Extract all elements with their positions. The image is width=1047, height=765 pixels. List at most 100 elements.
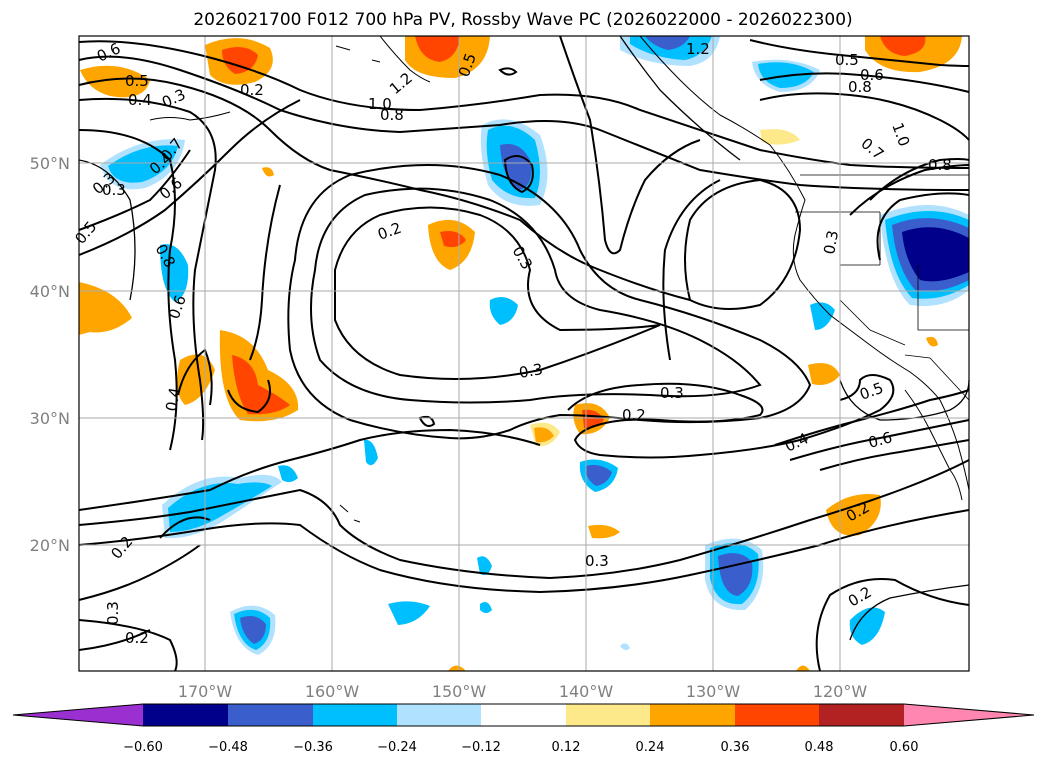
colorbar-segment [481,704,566,726]
negative-anomaly [810,302,835,330]
colorbar-extend-high [904,704,1034,726]
colorbar-segment [313,704,397,726]
contour-line [819,439,970,471]
coastline [379,35,431,83]
contour-line [78,129,178,451]
negative-anomaly [585,464,612,486]
contour-line [78,159,136,301]
contour-line [418,415,436,427]
negative-anomaly [108,145,178,183]
contour-line [310,187,762,404]
colorbar-outline [12,703,1035,727]
contour-label: 0.2 [622,406,646,424]
contour-label: 0.2 [240,81,264,99]
negative-anomaly [160,244,189,302]
positive-anomaly [448,665,466,671]
contour-line [749,39,970,67]
lat-label: 40°N [30,282,70,301]
contour-line [78,509,970,594]
positive-anomaly [534,427,554,443]
colorbar-tick-label: −0.60 [123,740,163,755]
negative-anomaly [388,601,430,625]
colorbar-segment [819,704,904,726]
colorbar: −0.60 −0.48 −0.36 −0.24 −0.12 0.12 0.24 … [12,703,1035,755]
contour-line [78,544,201,601]
contour-line [78,619,178,672]
contour-line [662,179,721,361]
contour-line [759,92,970,141]
contour-line [876,192,970,261]
contour-label: 0.4 [128,91,152,109]
contour-label: 0.6 [860,66,884,84]
positive-anomaly [415,36,460,62]
contour-label: 0.3 [518,360,545,382]
contour-line [78,55,970,191]
coastline [149,111,231,121]
contour-line [249,184,281,361]
contour-line [839,379,970,421]
negative-anomaly [849,607,885,645]
lon-label: 150°W [432,682,487,701]
colorbar-tick-label: −0.36 [293,740,333,755]
positive-anomaly [222,46,258,74]
colorbar-segment [228,704,313,726]
contour-line [619,35,741,161]
negative-anomaly [500,144,532,190]
colorbar-segment [650,704,735,726]
positive-anomaly [808,362,840,385]
gridlines [79,36,969,671]
positive-anomaly [232,355,290,415]
contour-label: 0.5 [125,72,149,90]
contour-line [789,419,970,461]
colorbar-tick-label: 0.36 [721,740,750,755]
coastline [904,389,963,501]
lon-label: 170°W [178,682,233,701]
positive-anomaly [80,65,150,98]
contour-line [227,379,271,414]
negative-anomaly [278,465,298,483]
figure-title: 2026021700 F012 700 hPa PV, Rossby Wave … [193,10,852,30]
contour-line [78,99,301,256]
colorbar-segment [735,704,819,726]
negative-anomaly [902,227,969,282]
lon-label: 120°W [813,682,868,701]
colorbar-tick-label: −0.48 [208,740,248,755]
colorbar-segment [397,704,481,726]
contour-label: 0.5 [835,51,859,69]
contour-line [849,164,970,216]
contour-line [78,428,541,511]
positive-anomaly [926,336,938,347]
contour-label: 1.0 [368,95,392,113]
contour-label: 0.3 [585,552,609,570]
contour-label: 0.6 [866,428,894,452]
border-line [904,354,970,401]
colorbar-tick-label: 0.12 [552,740,581,755]
shading-layer [79,36,969,671]
coastline [335,45,381,523]
lon-label: 130°W [686,682,741,701]
lon-labels: 170°W 160°W 150°W 140°W 130°W 120°W [178,682,868,701]
positive-anomaly [588,524,620,539]
contour-line [815,578,970,672]
colorbar-ticks: −0.60 −0.48 −0.36 −0.24 −0.12 0.12 0.24 … [123,740,918,755]
contour-line [287,164,812,440]
colorbar-segment [566,704,650,726]
border-line [917,265,969,331]
negative-anomaly [364,439,378,466]
contour-line [567,374,895,459]
contour-line [684,178,802,310]
contour-line [78,97,217,441]
contour-label: 0.4 [162,386,184,413]
lon-label: 160°W [305,682,360,701]
negative-anomaly [477,556,492,575]
negative-anomaly [489,296,518,325]
contour-lines [78,35,970,672]
contour-label: 0.8 [928,156,952,174]
lat-labels: 50°N 40°N 30°N 20°N [30,154,70,555]
positive-anomaly [880,36,926,56]
contour-line [759,72,970,93]
positive-anomaly [796,665,810,671]
positive-anomaly [760,129,800,145]
coastlines [149,35,970,523]
negative-anomaly [645,36,690,50]
